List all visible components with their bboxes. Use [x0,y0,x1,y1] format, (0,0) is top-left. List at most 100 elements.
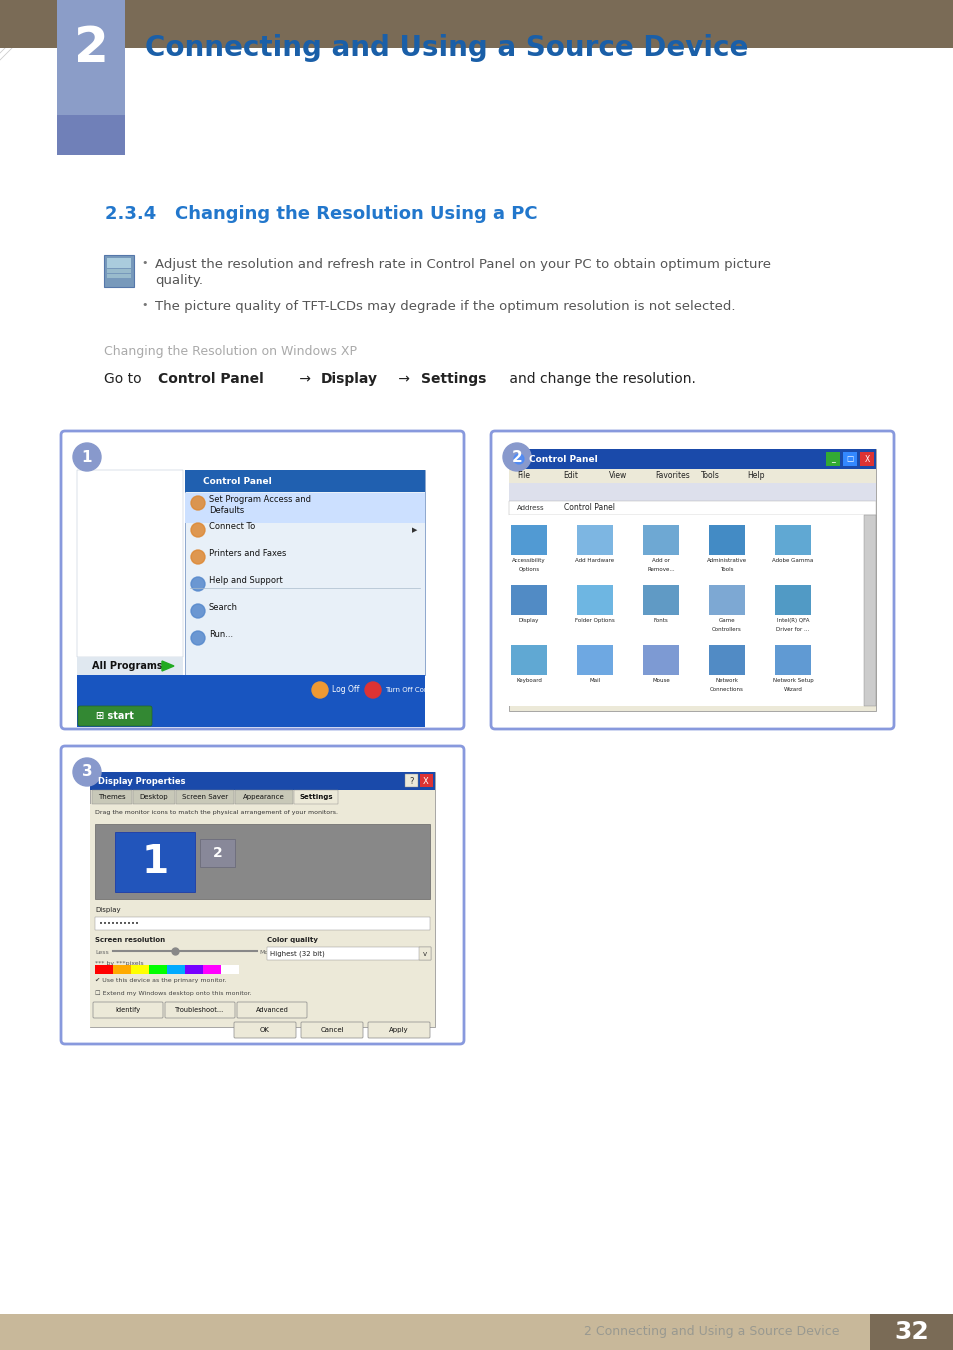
Bar [221,965,239,973]
Circle shape [73,757,101,786]
Text: Troubleshoot...: Troubleshoot... [175,1007,224,1012]
FancyBboxPatch shape [236,1002,307,1018]
Bar [0,0,953,49]
Circle shape [514,454,523,464]
Bar [91,790,132,805]
Circle shape [191,549,205,564]
Text: ☐ Extend my Windows desktop onto this monitor.: ☐ Extend my Windows desktop onto this mo… [95,990,252,995]
Bar [175,790,233,805]
Text: 1: 1 [141,842,169,882]
FancyBboxPatch shape [61,431,463,729]
Text: →: → [395,373,415,386]
FancyBboxPatch shape [233,1022,295,1038]
Bar [132,790,174,805]
Text: Control Panel: Control Panel [158,373,264,386]
Bar [294,790,337,805]
Text: Accessibility: Accessibility [512,558,545,563]
Text: Highest (32 bit): Highest (32 bit) [270,950,324,957]
Text: □: □ [845,455,853,463]
Text: ▶: ▶ [411,526,416,533]
Text: Color quality: Color quality [267,937,317,944]
Text: Administrative: Administrative [706,558,746,563]
Text: Screen Saver: Screen Saver [182,794,228,801]
Text: Appearance: Appearance [243,794,285,801]
Bar [509,514,863,706]
Circle shape [502,443,531,471]
Bar [642,525,679,555]
Bar [577,525,613,555]
Bar [405,774,417,787]
Bar [708,525,744,555]
Text: Themes: Themes [98,794,126,801]
Bar [774,585,810,616]
Text: Keyboard: Keyboard [516,678,541,683]
Text: X: X [863,455,869,463]
Text: •: • [142,300,148,310]
Bar [509,450,875,711]
Bar [708,645,744,675]
Text: Apply: Apply [389,1027,409,1033]
Bar [825,452,840,466]
FancyBboxPatch shape [78,706,152,726]
Text: Edit: Edit [562,471,578,481]
Text: Advanced: Advanced [255,1007,288,1012]
Bar [577,645,613,675]
Bar [104,255,133,288]
Bar [509,468,875,483]
Text: Less: Less [95,949,109,954]
Text: File: File [517,471,530,481]
Text: Display Properties: Display Properties [98,776,185,786]
Bar [511,585,546,616]
Text: Intel(R) QFA: Intel(R) QFA [776,618,808,622]
Text: Go to: Go to [104,373,146,386]
Text: Desktop: Desktop [139,794,168,801]
Bar [90,805,435,1027]
Text: Printers and Faxes: Printers and Faxes [209,549,286,558]
Text: Help and Support: Help and Support [209,576,282,585]
Text: Tools: Tools [720,567,733,572]
Text: ⊞ start: ⊞ start [96,711,133,721]
Text: Tools: Tools [700,471,720,481]
Bar [131,965,149,973]
Text: Add Hardware: Add Hardware [575,558,614,563]
Bar [577,585,613,616]
Circle shape [73,443,101,471]
Text: 2: 2 [511,450,522,464]
Text: Driver for ...: Driver for ... [776,626,809,632]
Text: Favorites: Favorites [655,471,689,481]
Text: 2: 2 [213,846,222,860]
Text: Settings: Settings [420,373,486,386]
Bar [95,917,430,930]
Bar [511,645,546,675]
Text: Adjust the resolution and refresh rate in Control Panel on your PC to obtain opt: Adjust the resolution and refresh rate i… [154,258,770,271]
Bar [234,790,293,805]
Text: Add or: Add or [651,558,669,563]
Text: Mouse: Mouse [652,678,669,683]
Bar [642,585,679,616]
Text: Run...: Run... [209,630,233,639]
Text: Identify: Identify [115,1007,140,1012]
Text: Display: Display [95,907,120,913]
Bar [185,470,424,491]
Text: Address: Address [517,505,544,512]
Text: Changing the Resolution on Windows XP: Changing the Resolution on Windows XP [104,346,356,358]
Text: Screen resolution: Screen resolution [95,937,165,944]
Bar [107,269,131,273]
Circle shape [365,682,380,698]
Bar [149,965,167,973]
Bar [90,772,435,1027]
Bar [57,0,125,155]
Bar [863,514,875,706]
Bar [642,645,679,675]
Text: Control Panel: Control Panel [563,504,615,513]
FancyBboxPatch shape [368,1022,430,1038]
Text: ✔ Use this device as the primary monitor.: ✔ Use this device as the primary monitor… [95,977,226,983]
Text: Defaults: Defaults [209,506,244,514]
Bar [869,1314,953,1350]
Bar [509,450,875,468]
Text: Turn Off Computer: Turn Off Computer [385,687,449,693]
Bar [57,115,125,155]
Text: Adobe Gamma: Adobe Gamma [772,558,813,563]
Circle shape [191,576,205,591]
Circle shape [191,630,205,645]
